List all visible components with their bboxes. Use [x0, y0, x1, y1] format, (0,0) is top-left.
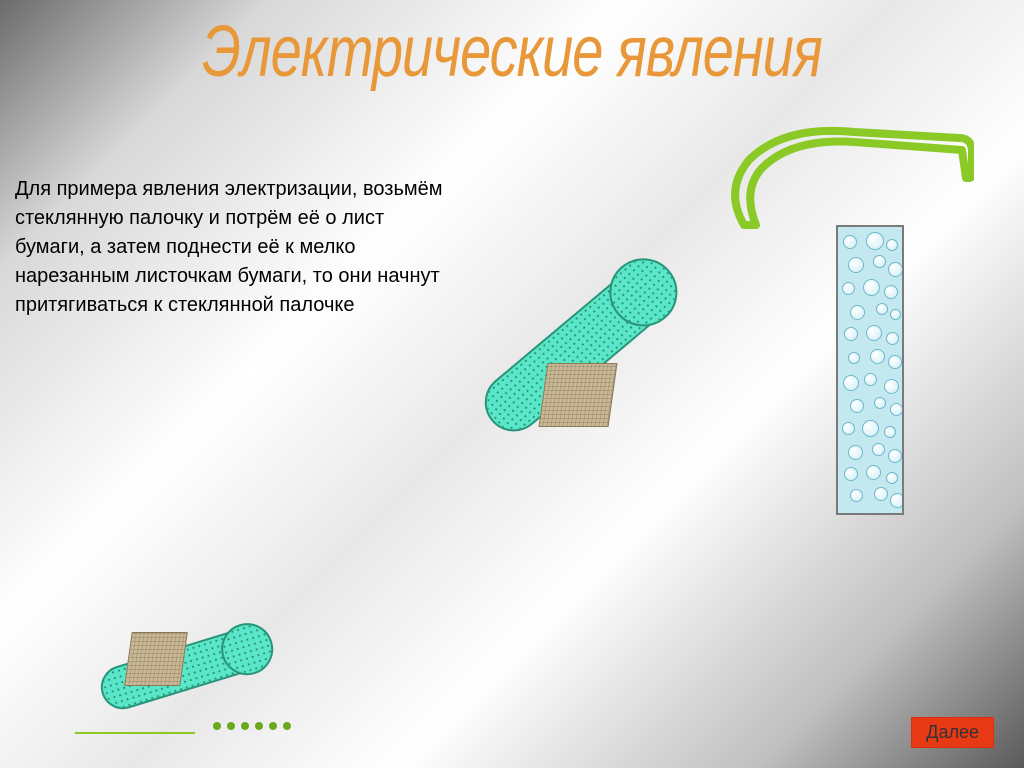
cloth-middle: [539, 363, 618, 427]
electroscope-tube: [836, 225, 904, 515]
next-button[interactable]: Далее: [911, 717, 994, 748]
slide-title: Электрические явления: [0, 8, 1024, 93]
wire-icon: [714, 120, 974, 240]
cloth-bottom: [124, 632, 188, 686]
body-text: Для примера явления электризации, возьмё…: [15, 175, 455, 320]
bubbles-container: [838, 227, 902, 513]
